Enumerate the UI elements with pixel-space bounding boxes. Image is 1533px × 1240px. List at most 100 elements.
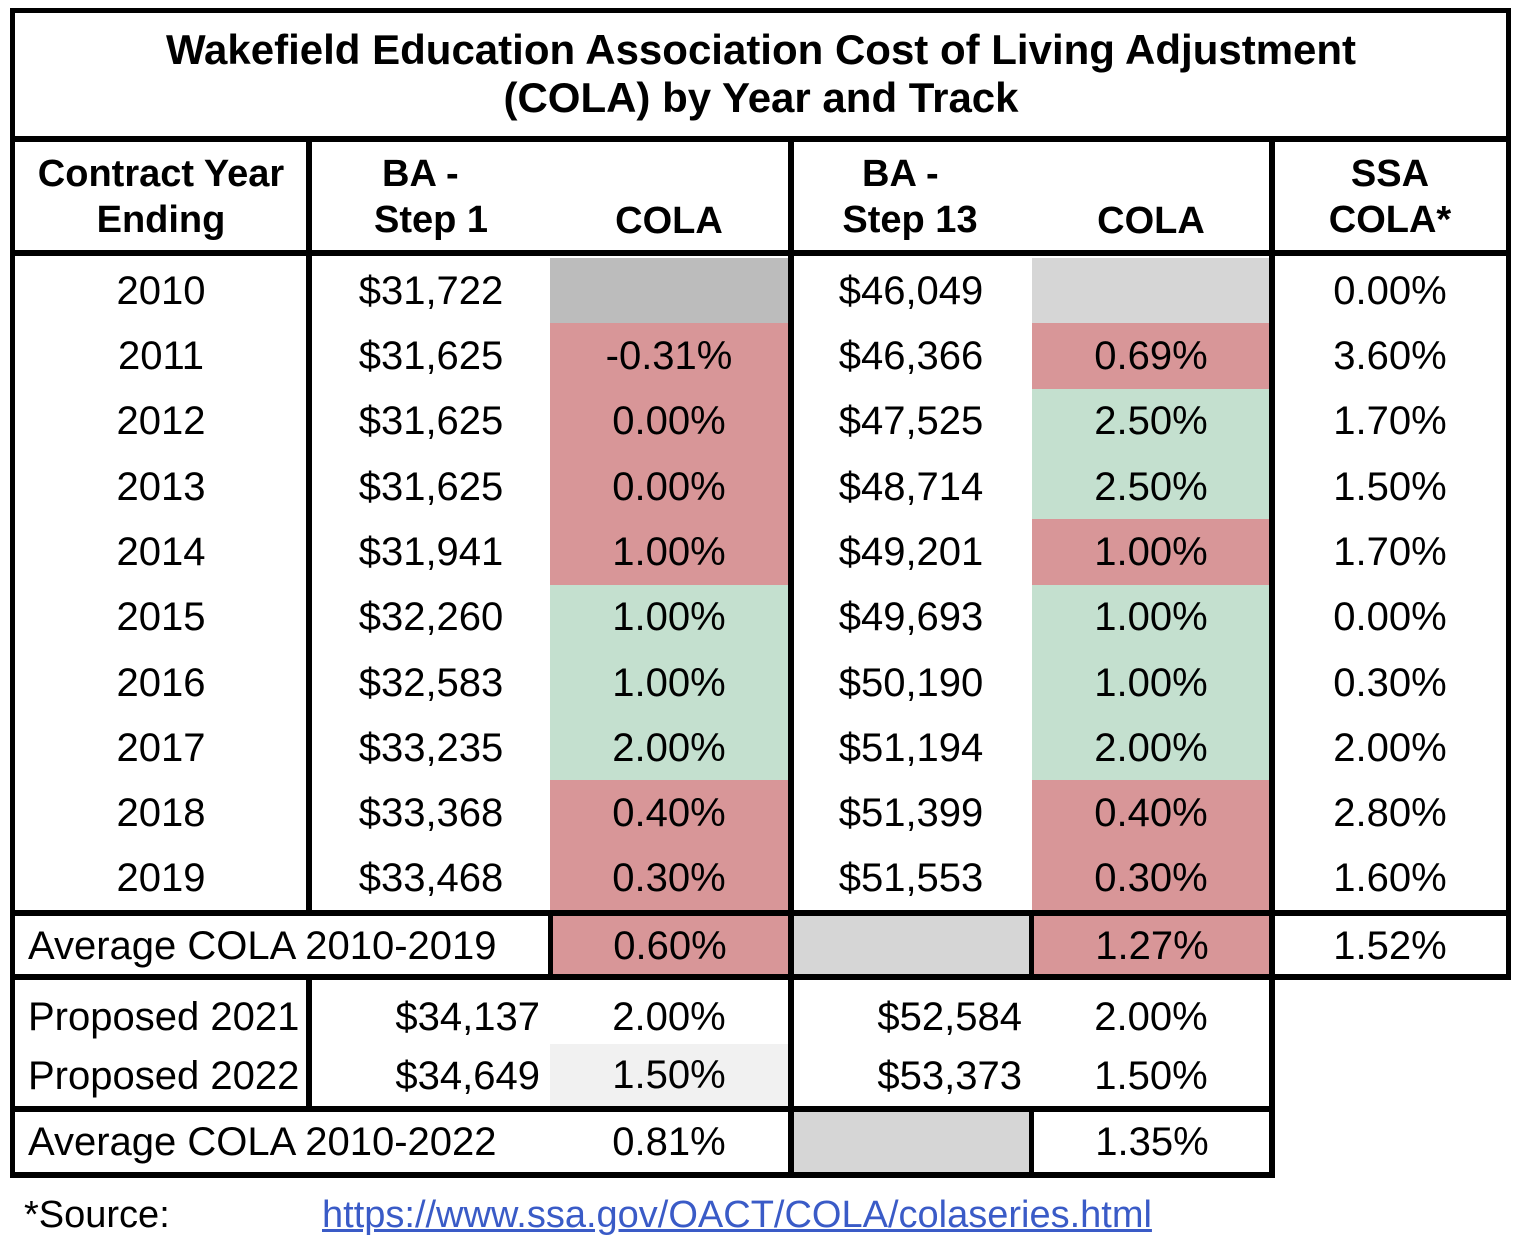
ssa-cola-cell: 2.80% <box>1333 791 1447 836</box>
step1-salary-cell: $32,260 <box>358 595 504 640</box>
step1-cola-cell: 1.00% <box>550 584 788 651</box>
year-cell: 2017 <box>116 725 206 770</box>
year-cell: 2014 <box>116 530 206 575</box>
step1-salary-cell: $31,625 <box>358 334 504 379</box>
year-cell: 2013 <box>116 464 206 509</box>
border-avg2019-bottom <box>10 974 1510 980</box>
ssa-cola-cell: 1.70% <box>1333 530 1447 575</box>
step13-salary-cell: $51,553 <box>838 856 984 901</box>
divider-year <box>306 140 312 914</box>
divider-step13 <box>1269 140 1275 1176</box>
header-step1-cola: COLA <box>615 200 723 242</box>
step13-salary-cell: $50,190 <box>838 660 984 705</box>
average-2019-label: Average COLA 2010-2019 <box>28 924 497 968</box>
border-proposed-top <box>10 980 1275 984</box>
step1-cola-cell: -0.31% <box>550 323 788 390</box>
average-2019-ssa: 1.52% <box>1333 924 1447 968</box>
proposed-2021-label: Proposed 2021 <box>28 995 300 1039</box>
border-bottom <box>10 1172 1275 1178</box>
step1-salary-cell: $31,722 <box>358 268 504 313</box>
year-cell: 2018 <box>116 791 206 836</box>
header-contract-year: Contract Year Ending <box>37 153 285 241</box>
year-cell: 2015 <box>116 595 206 640</box>
step1-cola-cell: 0.00% <box>550 453 788 520</box>
step13-salary-cell: $49,693 <box>838 595 984 640</box>
average-2022-step13-cola: 1.35% <box>1095 1120 1209 1164</box>
proposed-2021-step13-cola: 2.00% <box>1094 995 1208 1039</box>
divider-step13-cola-avg2019 <box>1029 912 1034 978</box>
step1-salary-cell: $33,468 <box>358 856 504 901</box>
divider-avg2019-label <box>548 912 553 978</box>
step1-cola-cell <box>550 258 788 324</box>
step1-salary-cell: $33,368 <box>358 791 504 836</box>
proposed-2022-step13: $53,373 <box>877 1054 1022 1098</box>
ssa-cola-cell: 0.30% <box>1333 660 1447 705</box>
border-header-bottom <box>10 250 1510 256</box>
ssa-cola-cell: 1.50% <box>1333 464 1447 509</box>
step13-cola-cell: 0.40% <box>1032 780 1270 847</box>
year-cell: 2010 <box>116 268 206 313</box>
average-2019-step13-blank <box>792 916 1030 976</box>
step1-cola-cell: 0.40% <box>550 780 788 847</box>
proposed-2022-step1-cola: 1.50% <box>550 1044 788 1106</box>
step13-cola-cell <box>1032 258 1270 324</box>
divider-step1 <box>788 140 794 1176</box>
step1-cola-cell: 2.00% <box>550 715 788 781</box>
title-line-1: Wakefield Education Association Cost of … <box>165 26 1357 73</box>
step1-salary-cell: $33,235 <box>358 725 504 770</box>
step13-salary-cell: $48,714 <box>838 464 984 509</box>
step1-cola-cell: 0.00% <box>550 388 788 455</box>
proposed-2022-step1: $34,649 <box>395 1054 540 1098</box>
proposed-2022-step13-cola: 1.50% <box>1094 1054 1208 1098</box>
step13-salary-cell: $49,201 <box>838 530 984 575</box>
year-cell: 2011 <box>117 334 204 379</box>
step13-salary-cell: $51,399 <box>838 791 984 836</box>
step13-cola-cell: 2.00% <box>1032 715 1270 781</box>
border-left <box>10 8 15 1178</box>
step13-cola-cell: 1.00% <box>1032 584 1270 651</box>
step1-cola-cell: 1.00% <box>550 519 788 585</box>
source-label: *Source: <box>24 1194 170 1236</box>
step13-cola-cell: 1.00% <box>1032 649 1270 716</box>
step13-cola-cell: 2.50% <box>1032 453 1270 520</box>
border-proposed-bottom <box>10 1106 1275 1112</box>
ssa-cola-cell: 2.00% <box>1333 725 1447 770</box>
step13-cola-cell: 2.50% <box>1032 388 1270 455</box>
ssa-cola-cell: 0.00% <box>1333 268 1447 313</box>
average-2022-step1-cola: 0.81% <box>612 1120 726 1164</box>
header-ba-step13: BA - Step 13 <box>842 153 978 241</box>
step1-salary-cell: $31,941 <box>358 530 504 575</box>
step13-salary-cell: $46,049 <box>838 268 984 313</box>
proposed-2021-step1: $34,137 <box>395 995 540 1039</box>
step1-salary-cell: $31,625 <box>358 399 504 444</box>
ssa-cola-cell: 3.60% <box>1333 334 1447 379</box>
proposed-2021-step13: $52,584 <box>877 995 1022 1039</box>
ssa-cola-cell: 1.60% <box>1333 856 1447 901</box>
proposed-2021-step1-cola: 2.00% <box>612 995 726 1039</box>
average-2019-step1-cola: 0.60% <box>552 916 788 976</box>
step13-salary-cell: $47,525 <box>838 399 984 444</box>
step13-salary-cell: $46,366 <box>838 334 984 379</box>
step1-cola-cell: 0.30% <box>550 845 788 911</box>
border-title-bottom <box>10 136 1510 142</box>
border-top <box>10 8 1510 13</box>
average-2022-step13-blank <box>792 1112 1030 1172</box>
ssa-cola-cell: 1.70% <box>1333 399 1447 444</box>
title-line-2: (COLA) by Year and Track <box>503 74 1019 121</box>
step1-salary-cell: $31,625 <box>358 464 504 509</box>
step13-cola-cell: 0.30% <box>1032 845 1270 911</box>
average-2022-label: Average COLA 2010-2022 <box>28 1120 497 1164</box>
border-right-main <box>1506 8 1511 980</box>
divider-year-proposed <box>306 978 312 1110</box>
header-ssa-cola: SSA COLA* <box>1328 153 1452 241</box>
header-ba-step1: BA - Step 1 <box>373 153 489 241</box>
header-step13-cola: COLA <box>1097 200 1205 242</box>
step13-salary-cell: $51,194 <box>838 725 984 770</box>
border-data-bottom <box>10 910 1510 916</box>
divider-step13-cola-avg2022 <box>1029 1108 1034 1176</box>
year-cell: 2016 <box>116 660 206 705</box>
proposed-2022-label: Proposed 2022 <box>28 1054 300 1098</box>
step13-cola-cell: 1.00% <box>1032 519 1270 585</box>
step13-cola-cell: 0.69% <box>1032 323 1270 390</box>
source-link[interactable]: https://www.ssa.gov/OACT/COLA/colaseries… <box>322 1194 1152 1236</box>
